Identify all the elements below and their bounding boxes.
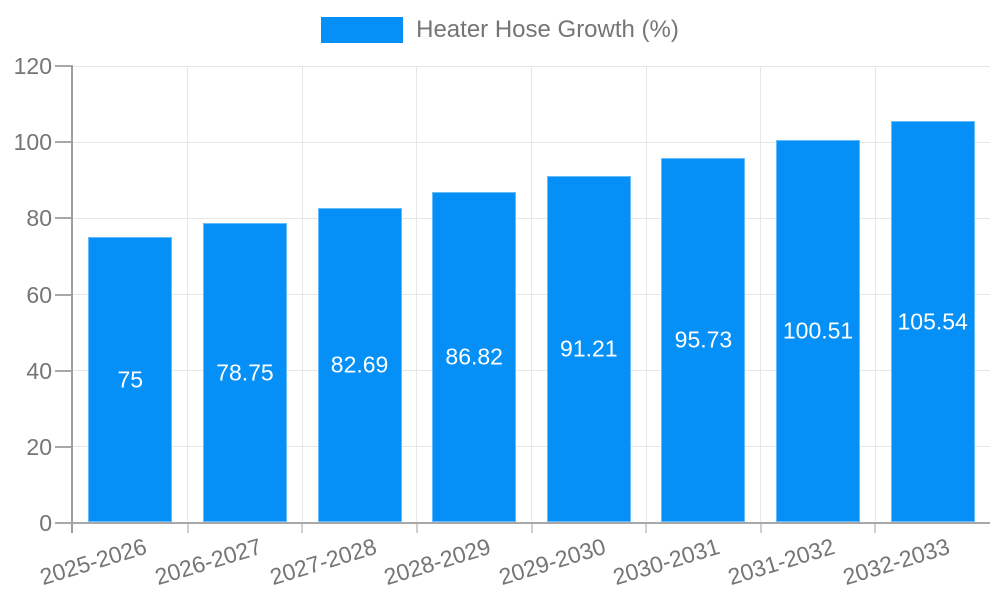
bar[interactable]: 91.21 [546, 175, 631, 522]
bar[interactable]: 100.51 [776, 140, 861, 522]
x-axis-tick [645, 523, 648, 533]
x-gridline [187, 66, 189, 523]
x-axis-tick [301, 523, 304, 533]
x-axis-tick [874, 523, 877, 533]
y-axis-tick [55, 445, 73, 448]
y-axis-label: 20 [26, 433, 52, 460]
x-axis-label: 2030-2031 [610, 533, 724, 591]
y-axis-tick [55, 65, 73, 67]
legend[interactable]: Heater Hose Growth (%) [0, 14, 1000, 46]
y-axis-label: 0 [39, 510, 52, 536]
x-axis-label: 2025-2026 [37, 533, 150, 591]
bar-value-label: 82.69 [330, 351, 389, 378]
x-axis-tick [186, 523, 189, 533]
y-axis-line [71, 66, 73, 533]
y-axis-label: 80 [26, 205, 52, 232]
bar-value-label: 75 [117, 366, 144, 393]
bar-value-label: 100.51 [782, 317, 854, 344]
x-gridline [531, 66, 532, 523]
x-gridline [760, 66, 762, 523]
bar-value-label: 95.73 [674, 326, 733, 353]
x-axis-tick [759, 523, 762, 533]
x-axis-label: 2029-2030 [495, 533, 609, 591]
y-axis-label: 60 [26, 281, 52, 308]
x-axis-label: 2026-2027 [151, 533, 265, 591]
y-axis-label: 100 [13, 129, 52, 156]
bar[interactable]: 78.75 [202, 223, 287, 522]
y-axis-tick [55, 293, 73, 296]
x-axis-tick [530, 523, 533, 533]
y-axis-label: 120 [13, 53, 52, 79]
x-axis-tick [415, 523, 418, 533]
bar-value-label: 105.54 [897, 308, 968, 335]
y-axis-tick [55, 141, 73, 144]
x-axis-line [71, 522, 990, 524]
bar[interactable]: 95.73 [661, 158, 746, 522]
bar[interactable]: 82.69 [317, 208, 402, 522]
y-axis-tick [55, 369, 73, 372]
bar-value-label: 78.75 [216, 359, 274, 386]
x-gridline [874, 66, 876, 523]
x-gridline [416, 66, 418, 523]
bar[interactable]: 75 [88, 237, 173, 522]
x-gridline [645, 66, 647, 523]
x-axis-label: 2031-2032 [724, 533, 838, 591]
bar[interactable]: 86.82 [432, 192, 517, 522]
bar-value-label: 86.82 [445, 343, 503, 370]
legend-swatch [321, 17, 404, 43]
x-axis-label: 2032-2033 [839, 533, 953, 591]
bar-value-label: 91.21 [560, 335, 618, 362]
x-gridline [301, 66, 303, 523]
y-axis-tick [55, 217, 73, 220]
legend-label: Heater Hose Growth (%) [416, 16, 679, 43]
y-axis-label: 40 [26, 357, 52, 384]
y-axis-tick [55, 522, 73, 524]
x-axis-label: 2028-2029 [380, 533, 494, 591]
bar[interactable]: 105.54 [890, 121, 975, 522]
x-axis-label: 2027-2028 [266, 533, 380, 591]
